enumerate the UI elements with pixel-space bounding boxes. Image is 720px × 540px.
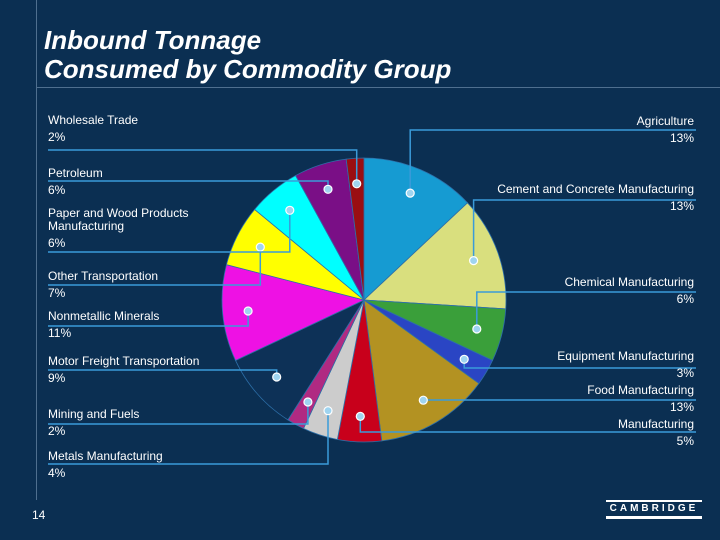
chart-title-line-2: Consumed by Commodity Group — [44, 54, 452, 84]
label-value: 13% — [669, 131, 694, 145]
logo-wordmark: CAMBRIDGE — [609, 503, 699, 514]
label-value: 6% — [48, 236, 66, 250]
slice-marker-metals-manufacturing — [323, 406, 333, 416]
label-value: 3% — [676, 366, 694, 380]
leader-line-paper-and-wood-products-manufacturing — [48, 210, 291, 253]
chart-title-line-1: Inbound Tonnage — [44, 25, 262, 55]
label-name: Metals Manufacturing — [48, 449, 163, 463]
label-motor-freight: Motor Freight Transportation 9% — [48, 353, 199, 387]
slide-number: 14 — [32, 508, 46, 522]
frame-vertical-rule — [36, 0, 37, 500]
logo-rule-bottom — [606, 516, 702, 519]
leader-line-wholesale-trade — [48, 149, 358, 184]
leader-lines — [48, 129, 696, 465]
label-value: 13% — [669, 400, 694, 414]
label-value: 7% — [48, 286, 66, 300]
label-agriculture: Agriculture 13% — [637, 113, 694, 147]
slice-marker-nonmetallic-minerals — [243, 306, 253, 316]
label-name: Manufacturing — [617, 417, 694, 431]
label-value: 9% — [48, 371, 66, 385]
pie-slice-wholesale-trade — [345, 157, 365, 301]
frame-horizontal-rule — [36, 87, 720, 88]
label-equipment-manufacturing: Equipment Manufacturing 3% — [557, 348, 694, 382]
slice-marker-cement-and-concrete-manufacturing — [469, 256, 479, 266]
label-mining-and-fuels: Mining and Fuels 2% — [48, 406, 139, 440]
label-name: Motor Freight Transportation — [48, 354, 200, 368]
chart-title: Inbound Tonnage Consumed by Commodity Gr… — [44, 26, 451, 84]
label-value: 6% — [48, 183, 66, 197]
slice-marker-agriculture — [405, 188, 415, 198]
label-name: Petroleum — [48, 166, 103, 180]
label-manufacturing: Manufacturing 5% — [618, 416, 694, 450]
label-other-transportation: Other Transportation 7% — [48, 268, 158, 302]
label-value: 6% — [676, 292, 694, 306]
leader-line-manufacturing — [359, 416, 696, 433]
leader-line-mining-and-fuels — [48, 402, 309, 425]
label-name: Paper and Wood Products Manufacturing — [48, 206, 189, 233]
logo-rule-top — [606, 500, 702, 502]
slice-marker-food-manufacturing — [418, 395, 428, 405]
label-value: 11% — [48, 326, 72, 340]
leader-line-metals-manufacturing — [48, 410, 329, 465]
label-petroleum: Petroleum 6% — [48, 165, 103, 199]
label-value: 4% — [48, 466, 66, 480]
label-value: 5% — [676, 434, 694, 448]
slice-marker-other-transportation — [255, 242, 265, 252]
pie-slice-agriculture — [363, 157, 469, 301]
label-name: Mining and Fuels — [48, 407, 140, 421]
leader-line-agriculture — [409, 129, 696, 194]
cambridge-logo: CAMBRIDGE — [606, 500, 702, 520]
pie-slice-food-manufacturing — [363, 299, 480, 442]
pie-slice-cement-and-concrete-manufacturing — [363, 202, 507, 310]
label-name: Cement and Concrete Manufacturing — [497, 182, 694, 196]
label-name: Food Manufacturing — [587, 383, 694, 397]
label-name: Agriculture — [636, 114, 694, 128]
label-name: Wholesale Trade — [48, 113, 139, 127]
slice-marker-manufacturing — [355, 411, 365, 421]
label-value: 2% — [48, 130, 66, 144]
label-value: 2% — [48, 424, 66, 438]
slice-marker-wholesale-trade — [352, 179, 362, 189]
label-paper-and-wood: Paper and Wood Products Manufacturing 6% — [48, 207, 198, 253]
label-name: Chemical Manufacturing — [564, 275, 694, 289]
pie-slice-nonmetallic-minerals — [221, 264, 366, 361]
pie-slice-motor-freight-transportation — [234, 299, 366, 421]
label-food-manufacturing: Food Manufacturing 13% — [587, 382, 694, 416]
slice-marker-equipment-manufacturing — [459, 354, 469, 364]
leader-line-cement-and-concrete-manufacturing — [472, 199, 696, 261]
leader-line-nonmetallic-minerals — [48, 311, 249, 327]
leader-line-other-transportation — [48, 247, 262, 286]
slice-marker-motor-freight-transportation — [272, 372, 282, 382]
pie-slices — [221, 157, 507, 443]
label-name: Other Transportation — [48, 269, 159, 283]
slice-marker-paper-and-wood-products-manufacturing — [285, 205, 295, 215]
slice-marker-mining-and-fuels — [303, 397, 313, 407]
leader-line-chemical-manufacturing — [476, 291, 696, 329]
label-name: Nonmetallic Minerals — [48, 309, 160, 323]
label-value: 13% — [669, 199, 694, 213]
label-name: Equipment Manufacturing — [557, 349, 694, 363]
label-wholesale-trade: Wholesale Trade 2% — [48, 112, 138, 146]
label-nonmetallic-minerals: Nonmetallic Minerals 11% — [48, 308, 159, 342]
slice-marker-chemical-manufacturing — [472, 324, 482, 334]
label-chemical-manufacturing: Chemical Manufacturing 6% — [565, 274, 694, 308]
slice-marker-petroleum — [323, 184, 333, 194]
label-cement-and-concrete: Cement and Concrete Manufacturing 13% — [497, 181, 694, 215]
label-metals-manufacturing: Metals Manufacturing 4% — [48, 448, 163, 482]
